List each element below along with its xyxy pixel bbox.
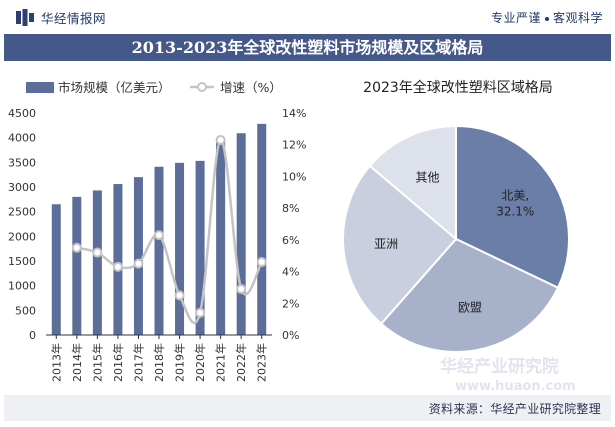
pie-slice — [455, 124, 570, 290]
growth-point — [174, 290, 185, 301]
x-tick-label: 2020年 — [193, 343, 207, 382]
y-left-tick-label: 3500 — [8, 156, 36, 169]
y-left-tick-label: 3000 — [8, 181, 36, 194]
bar — [216, 139, 226, 335]
legend-bar-swatch — [26, 82, 54, 93]
y-right-tick-label: 4% — [282, 266, 299, 279]
bar — [195, 160, 205, 335]
y-left-tick-label: 500 — [15, 304, 36, 317]
bar — [51, 204, 61, 335]
pie-slice — [368, 124, 457, 242]
legend-line-marker — [197, 82, 207, 92]
growth-point — [215, 134, 226, 145]
tagline-dot-icon — [544, 16, 549, 21]
y-left-tick-label: 1500 — [8, 255, 36, 268]
growth-point — [236, 284, 247, 295]
growth-point — [256, 257, 267, 268]
pie-slice-label: 亚洲 — [374, 237, 398, 251]
brand-name: 华经情报网 — [41, 11, 107, 26]
brand-logo-icon — [16, 9, 34, 26]
bar — [133, 177, 143, 335]
pie-slice — [342, 164, 458, 326]
tagline: 专业严谨 客观科学 — [491, 9, 603, 26]
source-note: 资料来源：华经产业研究院整理 — [428, 402, 601, 416]
y-right-tick-label: 10% — [282, 170, 306, 183]
growth-point — [154, 230, 164, 241]
y-right-tick-label: 14% — [282, 107, 306, 120]
x-tick-label: 2023年 — [255, 343, 269, 382]
bar — [154, 166, 164, 335]
y-right-tick-label: 12% — [282, 139, 306, 152]
bar — [175, 162, 185, 335]
bar — [72, 196, 82, 335]
pie-slice-label: 欧盟 — [458, 301, 482, 315]
y-right-tick-label: 0% — [282, 329, 299, 342]
title-bar: 2013-2023年全球改性塑料市场规模及区域格局 — [4, 34, 611, 61]
footer: 资料来源：华经产业研究院整理 — [4, 395, 611, 421]
growth-point — [112, 261, 123, 272]
x-tick-label: 2017年 — [131, 343, 145, 382]
y-right-tick-label: 8% — [282, 202, 299, 215]
bar-chart: 0 500 1000 1500 2000 2500 3000 3500 4000 4500 0% 2%… — [8, 107, 306, 382]
x-tick-label: 2015年 — [90, 343, 104, 382]
growth-point — [133, 258, 144, 269]
x-tick-label: 2016年 — [111, 343, 125, 382]
legend-line-label: 增速（%） — [220, 80, 282, 95]
growth-line — [76, 138, 263, 324]
y-left-tick-label: 0 — [29, 329, 36, 342]
brand: 华经情报网 — [16, 8, 106, 27]
top-bar: 华经情报网 专业严谨 客观科学 — [0, 0, 615, 34]
growth-point — [71, 242, 82, 253]
pie-slice — [379, 237, 560, 353]
y-left-tick-label: 2000 — [8, 230, 36, 243]
y-left-tick-label: 1000 — [8, 280, 36, 293]
x-tick-label: 2013年 — [49, 343, 63, 382]
pie-slice-label: 北美, — [501, 189, 529, 203]
growth-point — [195, 307, 206, 318]
y-left-tick-label: 4500 — [8, 107, 36, 120]
y-left-tick-label: 2500 — [8, 206, 36, 219]
bar — [257, 123, 267, 335]
watermark-url: www.huaon.com — [455, 379, 576, 394]
pie-title: 2023年全球改性塑料区域格局 — [363, 79, 553, 96]
x-tick-label: 2019年 — [173, 343, 187, 382]
x-tick-label: 2014年 — [70, 343, 84, 382]
x-tick-label: 2018年 — [152, 343, 166, 382]
x-tick-label: 2022年 — [234, 343, 248, 382]
x-tick-label: 2021年 — [214, 343, 228, 382]
y-left-tick-label: 4000 — [8, 132, 36, 145]
tagline-right: 客观科学 — [552, 11, 603, 25]
pie-slice-value-label: 32.1% — [496, 205, 534, 219]
legend-bar-label: 市场规模（亿美元） — [58, 80, 171, 95]
chart-main-title: 2013-2023年全球改性塑料市场规模及区域格局 — [131, 38, 484, 57]
legend: 市场规模（亿美元） 增速（%） — [26, 80, 282, 95]
growth-point — [92, 247, 103, 258]
bar — [92, 190, 102, 335]
pie-chart: 北美, 32.1% 欧盟 亚洲 其他 — [342, 124, 570, 353]
y-right-tick-label: 2% — [282, 297, 299, 310]
tagline-left: 专业严谨 — [490, 11, 541, 25]
pie-slice-label: 其他 — [416, 170, 440, 184]
y-right-tick-label: 6% — [282, 234, 299, 247]
watermark-name: 华经产业研究院 — [440, 356, 559, 377]
bar — [236, 133, 246, 335]
bar — [113, 184, 123, 335]
